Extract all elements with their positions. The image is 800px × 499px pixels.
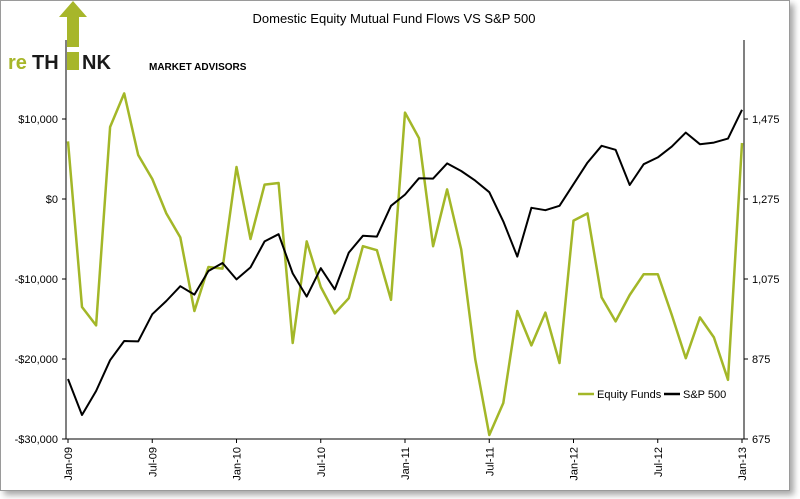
x-tick-label: Jul-11	[484, 447, 496, 476]
arrow-up-icon	[59, 1, 87, 47]
y-left-tick-label: -$10,000	[15, 274, 58, 286]
x-tick-label: Jul-12	[653, 447, 665, 477]
y-right-tick-label: 875	[752, 354, 770, 366]
legend-label-sp500: S&P 500	[683, 389, 726, 401]
logo-text-th: TH	[32, 52, 59, 74]
x-tick-label: Jul-10	[316, 447, 328, 477]
logo-i-bar	[67, 52, 79, 70]
y-right-tick-label: 1,075	[752, 274, 780, 286]
x-tick-label: Jan-12	[569, 447, 581, 481]
x-tick-label: Jul-09	[147, 447, 159, 477]
y-left-tick-label: -$20,000	[15, 354, 58, 366]
legend: Equity Funds S&P 500	[578, 389, 726, 401]
series-layer	[66, 92, 744, 437]
x-tick-label: Jan-11	[400, 447, 412, 480]
logo-subtitle: MARKET ADVISORS	[149, 62, 247, 73]
rethink-logo: re TH NK MARKET ADVISORS	[8, 1, 247, 74]
y-right-tick-label: 1,275	[752, 194, 780, 206]
logo-text-re: re	[8, 52, 27, 74]
y-left-tick-label: $10,000	[18, 114, 58, 126]
x-axis: Jan-09 Jul-09 Jan-10 Jul-10 Jan-11 Jul-11 Jan-…	[63, 439, 749, 481]
legend-label-equity-funds: Equity Funds	[597, 389, 662, 401]
chart-title: Domestic Equity Mutual Fund Flows VS S&P…	[253, 11, 536, 26]
y-right-tick-label: 1,475	[752, 114, 780, 126]
series-line-equity-funds	[66, 92, 744, 437]
y-right-axis: 1,475 1,275 1,075 875 675	[744, 114, 780, 446]
x-tick-label: Jan-13	[737, 447, 749, 481]
logo-text-nk: NK	[82, 52, 111, 74]
x-tick-label: Jan-10	[232, 447, 244, 481]
series-line-sp500	[67, 109, 743, 416]
x-tick-label: Jan-09	[63, 447, 75, 481]
y-right-tick-label: 675	[752, 434, 770, 446]
y-left-tick-label: -$30,000	[15, 434, 58, 446]
y-left-axis: $10,000 $0 -$10,000 -$20,000 -$30,000	[15, 114, 66, 446]
y-left-tick-label: $0	[46, 194, 58, 206]
